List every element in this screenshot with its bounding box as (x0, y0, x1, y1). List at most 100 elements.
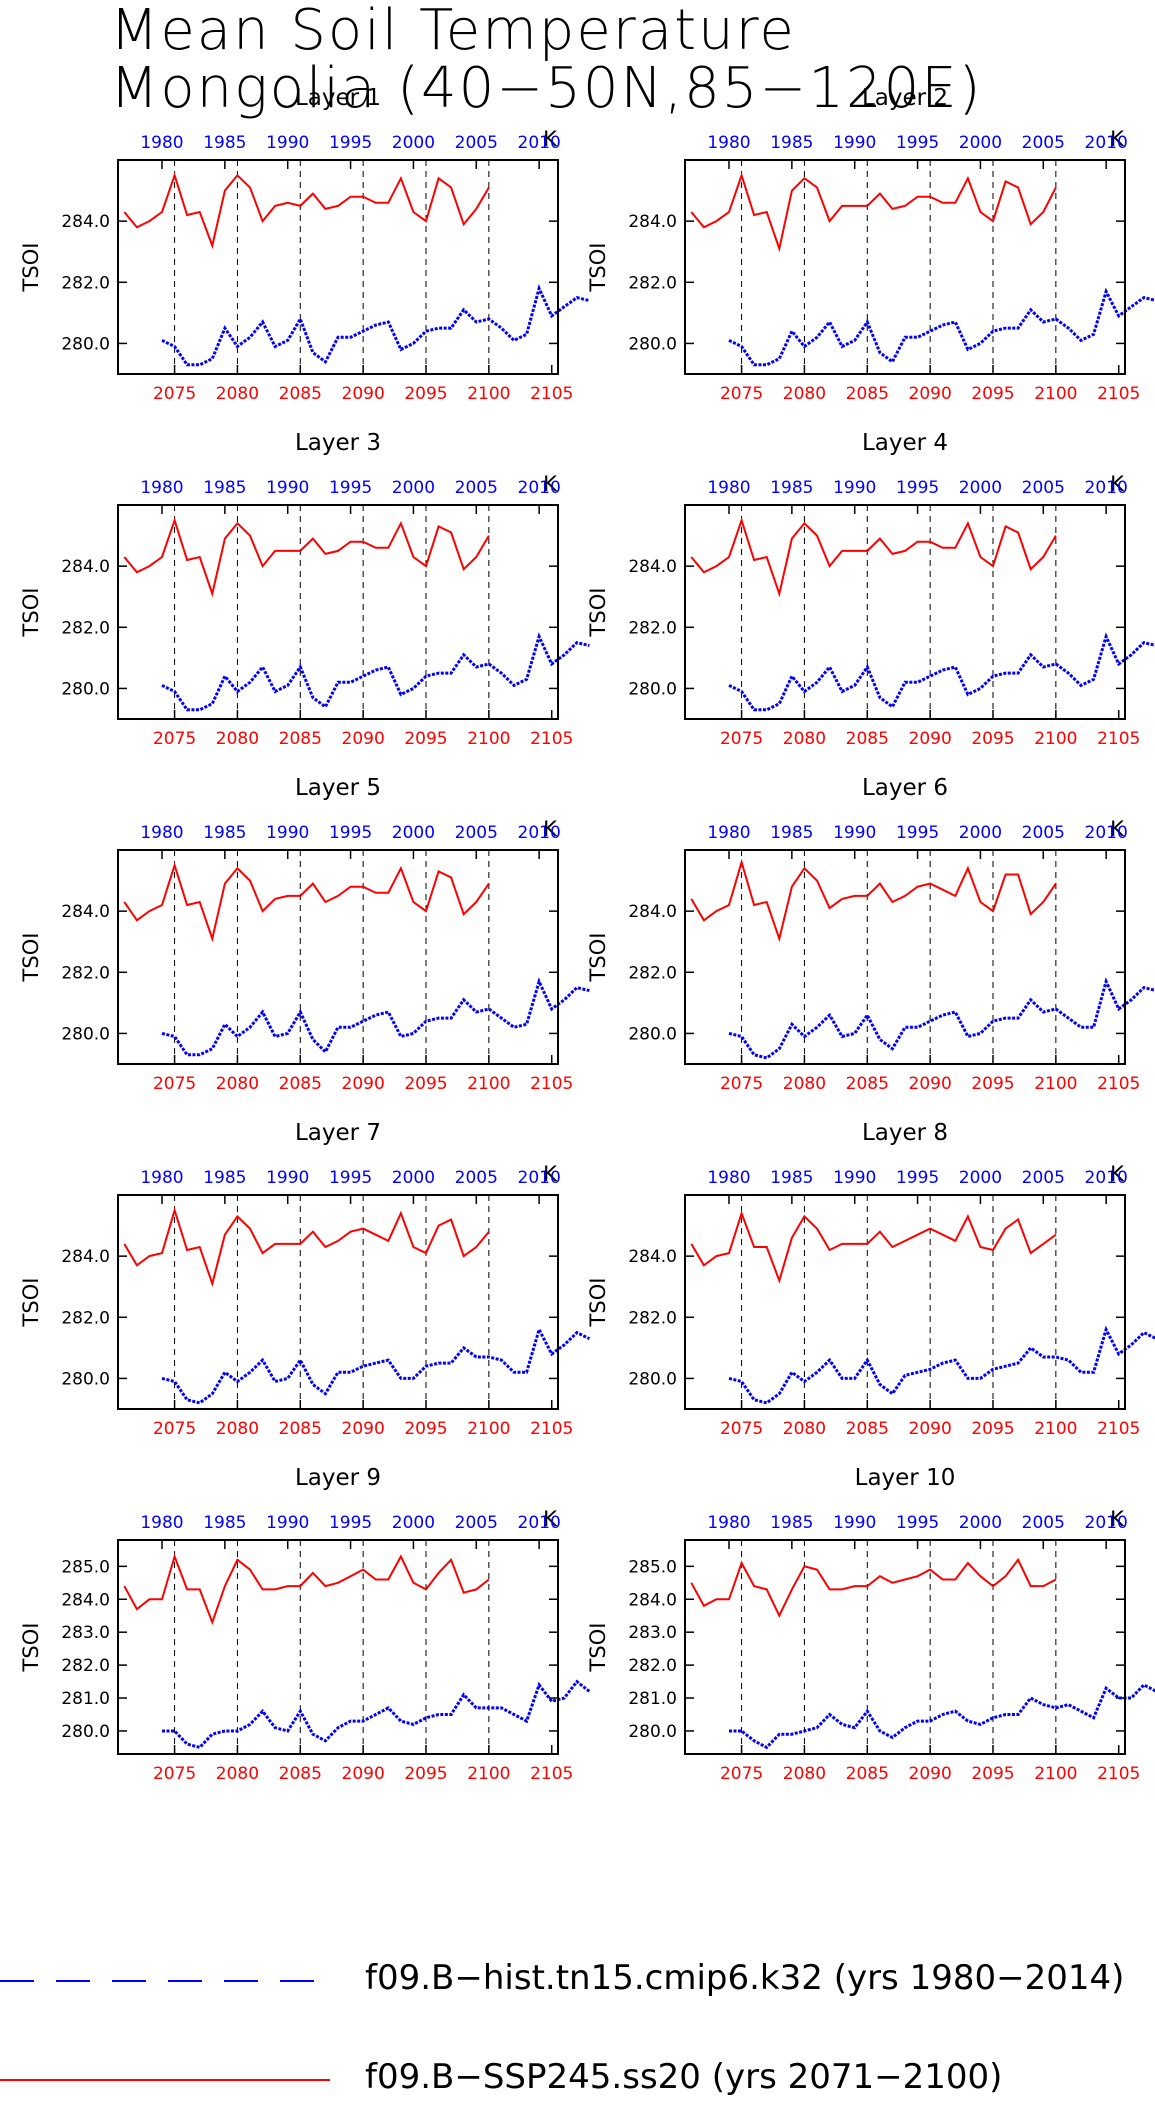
x-top-tick-label: 1985 (203, 133, 246, 153)
x-bottom-tick-label: 2100 (467, 1764, 510, 1784)
series-future-line (690, 1210, 1057, 1284)
x-top-tick-label: 2000 (392, 823, 435, 843)
x-bottom-tick-label: 2080 (783, 729, 826, 749)
x-bottom-tick-label: 2105 (1097, 1419, 1140, 1439)
x-top-tick-label: 1995 (329, 133, 372, 153)
x-bottom-tick-label: 2105 (530, 729, 573, 749)
series-future-line (123, 1553, 490, 1626)
y-axis-label: TSOI (586, 1278, 610, 1328)
x-bottom-tick-label: 2095 (971, 729, 1014, 749)
x-top-tick-label: 2000 (392, 478, 435, 498)
series-hist-line (161, 1325, 591, 1405)
series-hist-line (728, 632, 1155, 712)
x-bottom-tick-label: 2100 (1034, 1419, 1077, 1439)
series-hist-line (161, 284, 590, 367)
x-bottom-tick-label: 2075 (153, 729, 196, 749)
x-top-tick-label: 2010 (1085, 1513, 1128, 1533)
x-bottom-tick-label: 2090 (342, 1074, 385, 1094)
units-label: K (543, 127, 558, 151)
x-top-tick-label: 2000 (392, 1513, 435, 1533)
panel-layer-5: Layer 5 K TSOI 280.0 282.0 284.0 1980 1985 1990 1… (19, 775, 590, 1094)
x-bottom-tick-label: 2090 (342, 384, 385, 404)
units-label: K (1110, 817, 1125, 841)
units-label: K (543, 1507, 558, 1531)
panel-layer-1: Layer 1 K TSOI 280.0 282.0 284.0 1980 1985 1990 1… (19, 85, 590, 404)
panel-layer-6: Layer 6 K TSOI 280.0 282.0 284.0 1980 1985 1990 1… (586, 775, 1155, 1094)
y-tick-label: 282.0 (61, 1656, 110, 1676)
x-top-tick-label: 1985 (203, 823, 246, 843)
x-bottom-tick-label: 2105 (1097, 1074, 1140, 1094)
x-top-tick-label: 1980 (707, 1513, 750, 1533)
units-label: K (1110, 1162, 1125, 1186)
plot-frame (117, 1194, 559, 1410)
x-top-tick-label: 2010 (1085, 478, 1128, 498)
x-top-tick-label: 2005 (455, 1513, 498, 1533)
x-bottom-tick-label: 2085 (846, 729, 889, 749)
y-tick-label: 284.0 (628, 1247, 677, 1267)
x-top-tick-label: 1980 (140, 1168, 183, 1188)
x-bottom-tick-label: 2100 (1034, 1764, 1077, 1784)
x-bottom-tick-label: 2100 (467, 1419, 510, 1439)
x-bottom-tick-label: 2075 (720, 1074, 763, 1094)
x-top-tick-label: 1990 (833, 1513, 876, 1533)
x-top-tick-label: 1990 (833, 823, 876, 843)
y-tick-label: 284.0 (61, 1590, 110, 1610)
x-bottom-tick-label: 2085 (279, 1419, 322, 1439)
x-top-tick-label: 2005 (1022, 1513, 1065, 1533)
x-bottom-tick-label: 2105 (530, 1764, 573, 1784)
series-future-line (690, 172, 1057, 253)
x-top-tick-label: 2010 (1085, 823, 1128, 843)
plot-frame (684, 1194, 1126, 1410)
series-future-line (690, 858, 1057, 943)
plot-frame (684, 849, 1126, 1065)
x-top-tick-label: 1980 (707, 133, 750, 153)
x-top-tick-label: 1985 (203, 1513, 246, 1533)
y-axis-label: TSOI (586, 588, 610, 638)
x-top-tick-label: 2000 (959, 823, 1002, 843)
x-top-tick-label: 1990 (833, 478, 876, 498)
y-axis-label: TSOI (19, 588, 43, 638)
x-bottom-tick-label: 2085 (279, 384, 322, 404)
x-top-tick-label: 1985 (770, 1513, 813, 1533)
y-tick-label: 281.0 (628, 1689, 677, 1709)
x-bottom-tick-label: 2075 (153, 1764, 196, 1784)
x-top-tick-label: 2005 (455, 133, 498, 153)
x-top-tick-label: 1995 (896, 1168, 939, 1188)
x-top-tick-label: 2000 (959, 1513, 1002, 1533)
x-bottom-tick-label: 2085 (846, 1419, 889, 1439)
units-label: K (1110, 472, 1125, 496)
x-bottom-tick-label: 2105 (530, 1074, 573, 1094)
y-tick-label: 282.0 (628, 1308, 677, 1328)
y-tick-label: 284.0 (628, 557, 677, 577)
series-future-line (690, 1557, 1057, 1619)
x-bottom-tick-label: 2100 (467, 1074, 510, 1094)
panel-layer-7: Layer 7 K TSOI 280.0 282.0 284.0 1980 1985 1990 1… (19, 1120, 591, 1439)
x-bottom-tick-label: 2090 (909, 1419, 952, 1439)
figure-title-line-2: Mongolia (40−50N,85−120E) (110, 56, 983, 121)
x-top-tick-label: 1985 (770, 1168, 813, 1188)
x-top-tick-label: 2000 (959, 133, 1002, 153)
x-bottom-tick-label: 2080 (216, 729, 259, 749)
y-tick-label: 282.0 (61, 1308, 110, 1328)
x-bottom-tick-label: 2095 (971, 384, 1014, 404)
series-future-line (123, 517, 490, 598)
y-tick-label: 284.0 (628, 902, 677, 922)
x-top-tick-label: 1980 (707, 823, 750, 843)
x-top-tick-label: 1995 (896, 1513, 939, 1533)
x-top-tick-label: 1995 (896, 823, 939, 843)
panel-title: Layer 5 (295, 775, 381, 801)
x-top-tick-label: 2010 (518, 823, 561, 843)
x-top-tick-label: 1990 (266, 1513, 309, 1533)
y-tick-label: 283.0 (61, 1623, 110, 1643)
panel-layer-9: Layer 9 K TSOI 280.0 281.0 282.0 283.0 284.0 285… (19, 1465, 591, 1784)
x-bottom-tick-label: 2100 (1034, 1074, 1077, 1094)
x-top-tick-label: 1985 (770, 478, 813, 498)
x-bottom-tick-label: 2090 (342, 729, 385, 749)
x-bottom-tick-label: 2085 (279, 729, 322, 749)
x-top-tick-label: 1980 (707, 478, 750, 498)
series-future-line (123, 1206, 490, 1288)
x-top-tick-label: 2005 (455, 1168, 498, 1188)
x-top-tick-label: 2010 (1085, 1168, 1128, 1188)
